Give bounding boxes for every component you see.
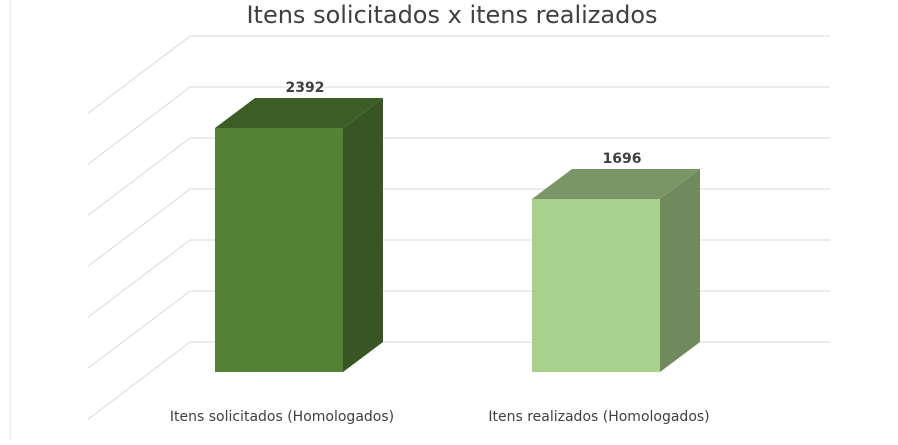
- bar: [215, 128, 343, 372]
- grid-line-side: [87, 35, 191, 114]
- value-label: 2392: [286, 80, 325, 96]
- bar-side: [660, 169, 700, 372]
- chart-title: Itens solicitados x itens realizados: [246, 1, 657, 29]
- grid-line-side: [87, 137, 191, 216]
- grid-line-side: [87, 341, 191, 420]
- bar-side: [343, 98, 383, 373]
- grid-line-side: [87, 86, 191, 165]
- x-tick-label: Itens solicitados (Homologados): [170, 409, 394, 425]
- bar-top: [532, 169, 700, 200]
- grid-line-side: [87, 290, 191, 369]
- grid-line-side: [87, 188, 191, 267]
- x-tick-label: Itens realizados (Homologados): [488, 409, 709, 425]
- bar: [532, 199, 660, 372]
- bar-top: [215, 98, 383, 129]
- grid-line-side: [87, 239, 191, 318]
- value-label: 1696: [603, 151, 642, 167]
